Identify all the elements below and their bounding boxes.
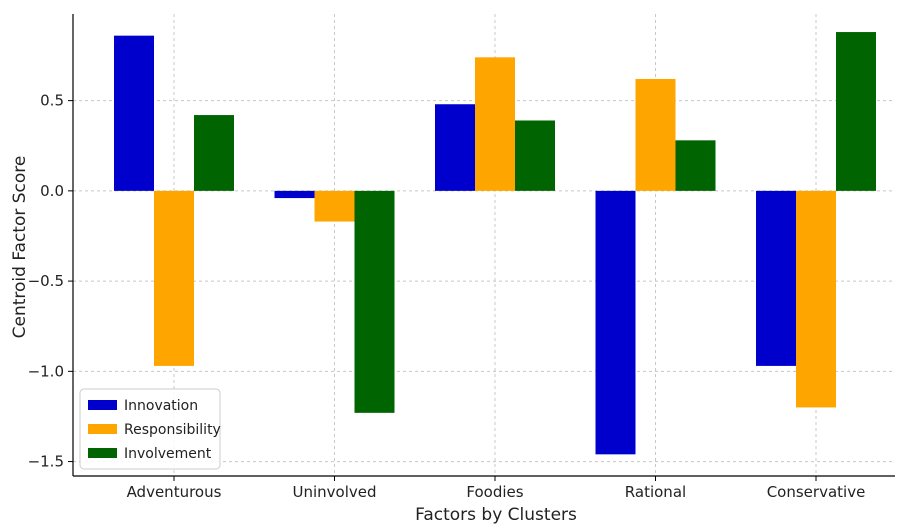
legend-swatch-involvement — [88, 448, 117, 458]
bar-innovation-conservative — [756, 190, 796, 366]
bar-responsibility-conservative — [796, 190, 836, 408]
x-ticks: Adventurous Uninvolved Foodies Rational Cons… — [127, 476, 866, 501]
legend-swatch-responsibility — [88, 424, 117, 434]
y-tick-label: −1.5 — [28, 453, 64, 471]
y-tick-label: −1.0 — [28, 362, 64, 380]
y-ticks: 0.5 0.0 −0.5 −1.0 −1.5 — [28, 92, 73, 471]
bar-innovation-foodies — [435, 104, 475, 191]
y-tick-label: 0.5 — [40, 92, 64, 110]
legend-swatch-innovation — [88, 400, 117, 410]
x-axis-label: Factors by Clusters — [415, 505, 577, 524]
legend-label-innovation: Innovation — [124, 398, 198, 414]
bar-involvement-conservative — [836, 32, 876, 191]
y-tick-label: 0.0 — [40, 182, 64, 200]
bar-responsibility-uninvolved — [314, 190, 355, 222]
bar-involvement-foodies — [515, 120, 555, 191]
legend-label-involvement: Involvement — [124, 446, 212, 462]
legend-label-responsibility: Responsibility — [124, 422, 221, 438]
bar-involvement-rational — [675, 140, 716, 191]
axes — [72, 14, 895, 477]
bars — [114, 32, 876, 455]
bar-innovation-adventurous — [114, 35, 154, 191]
bar-responsibility-rational — [635, 78, 676, 191]
x-tick-label: Foodies — [466, 483, 523, 501]
y-axis-label: Centroid Factor Score — [10, 156, 30, 339]
bar-responsibility-foodies — [475, 57, 515, 191]
y-tick-label: −0.5 — [28, 272, 64, 290]
x-tick-label: Adventurous — [127, 483, 222, 501]
legend: Innovation Responsibility Involvement — [79, 388, 221, 470]
bar-innovation-rational — [595, 190, 636, 455]
x-tick-label: Rational — [625, 483, 686, 501]
bar-innovation-uninvolved — [274, 190, 315, 199]
bar-responsibility-adventurous — [154, 190, 194, 366]
bar-involvement-adventurous — [194, 115, 234, 191]
x-tick-label: Conservative — [767, 483, 866, 501]
bar-involvement-uninvolved — [354, 190, 395, 413]
x-tick-label: Uninvolved — [292, 483, 376, 501]
